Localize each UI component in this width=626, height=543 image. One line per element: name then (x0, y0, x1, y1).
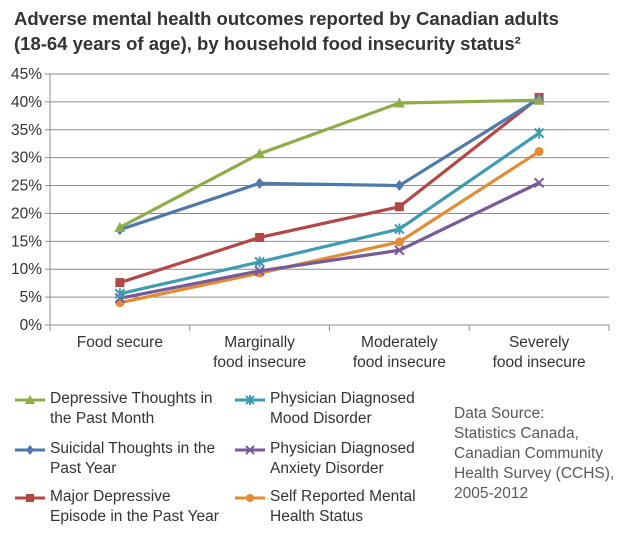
series-triangle (114, 94, 545, 232)
data-point (394, 245, 405, 256)
series-star (114, 127, 545, 300)
x-tick-label: Moderately food insecure (353, 334, 446, 371)
legend-label: Depressive Thoughts in the Past Month (50, 390, 213, 427)
series-circle (115, 147, 544, 308)
data-point (255, 177, 265, 189)
y-tick-label: 40% (11, 94, 42, 111)
data-point (115, 278, 125, 288)
data-point (254, 256, 265, 268)
data-point (254, 265, 265, 277)
data-point (533, 177, 545, 188)
series-line (119, 150, 540, 305)
data-point (533, 127, 545, 139)
legend-label: Self Reported Mental Health Status (270, 488, 416, 525)
y-tick-label: 30% (11, 150, 42, 167)
y-tick-label: 45% (11, 66, 42, 83)
y-tick-label: 35% (11, 122, 42, 139)
data-point (114, 221, 126, 232)
data-point (394, 237, 404, 247)
series-line (119, 97, 540, 232)
legend-swatch-circle (235, 494, 265, 502)
legend-swatch-star (235, 395, 265, 405)
series-line (119, 96, 541, 285)
series-line (119, 98, 540, 229)
axes: 0% 5% 10% 15% 20% 25% 30% 35% 40% 45% Food secure M… (11, 66, 610, 371)
series-line (119, 181, 540, 300)
legend-item: Depressive Thoughts in the Past Month (14, 389, 224, 433)
series-line (119, 131, 541, 296)
x-tick-label: Food secure (77, 334, 163, 351)
legend-label: Suicidal Thoughts in the Past Year (50, 440, 216, 477)
data-point (533, 94, 545, 105)
legend-item: Self Reported Mental Health Status (234, 487, 444, 531)
legend-swatch-x (235, 445, 265, 455)
data-point (394, 202, 404, 212)
legend-swatch-triangle (15, 395, 45, 404)
y-tick-label: 20% (11, 205, 42, 222)
legend-item: Physician Diagnosed Mood Disorder (234, 389, 444, 433)
y-tick-label: 10% (11, 261, 42, 278)
y-tick-label: 5% (20, 289, 43, 306)
chart-title: Adverse mental health outcomes reported … (14, 8, 559, 54)
legend-label: Physician Diagnosed Anxiety Disorder (270, 440, 415, 477)
y-tick-label: 15% (11, 233, 42, 250)
data-point (254, 148, 266, 159)
y-tick-label: 0% (20, 317, 43, 334)
data-point (393, 97, 405, 108)
data-point (255, 232, 265, 242)
legend-label: Major Depressive Episode in the Past Yea… (50, 488, 219, 525)
data-point (394, 180, 404, 192)
data-point (394, 223, 405, 235)
y-tick-label: 25% (11, 178, 42, 195)
data-source-note: Data Source: Statistics Canada, Canadian… (454, 405, 615, 502)
legend-label: Physician Diagnosed Mood Disorder (270, 390, 415, 427)
legend-swatch-diamond (15, 445, 45, 455)
legend-item: Suicidal Thoughts in the Past Year (14, 439, 224, 483)
legend-item: Physician Diagnosed Anxiety Disorder (234, 439, 444, 483)
series-lines (114, 92, 545, 308)
legend-swatch-square (15, 494, 45, 502)
x-tick-label: Severely food insecure (493, 334, 586, 371)
data-point (114, 288, 126, 300)
legend-item: Major Depressive Episode in the Past Yea… (14, 487, 224, 531)
x-tick-label: Marginally food insecure (213, 334, 306, 371)
data-point (534, 147, 544, 157)
